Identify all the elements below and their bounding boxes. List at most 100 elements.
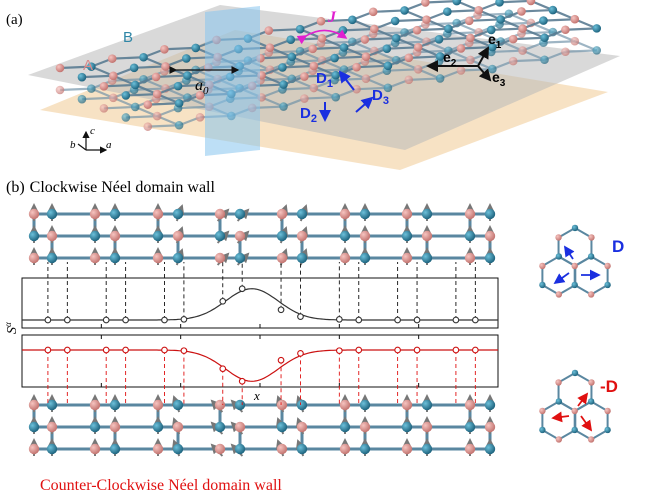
- atom-b: [276, 421, 288, 433]
- atom-a: [352, 62, 361, 72]
- atom-b: [173, 81, 183, 91]
- atom-a: [172, 230, 184, 242]
- atom-b: [121, 113, 131, 122]
- data-point: [161, 346, 168, 354]
- atom-b: [443, 7, 452, 16]
- atom-b: [109, 252, 121, 264]
- atom-b: [46, 443, 58, 455]
- bond: [81, 74, 114, 79]
- d1-label: D1: [316, 70, 333, 90]
- bond: [334, 55, 367, 60]
- atom-a: [539, 407, 546, 415]
- atom-a: [517, 7, 526, 16]
- bond: [282, 64, 314, 69]
- atom-b: [191, 43, 201, 53]
- atom-b: [172, 208, 184, 220]
- bond: [460, 68, 493, 72]
- data-point: [471, 316, 479, 324]
- bond: [290, 59, 323, 63]
- bond: [425, 0, 457, 4]
- atom-b: [46, 399, 58, 411]
- atom-a: [89, 208, 101, 220]
- atom-b: [587, 253, 595, 260]
- atom-a: [89, 252, 101, 264]
- data-point: [63, 316, 71, 324]
- atom-b: [359, 443, 371, 455]
- x-axis-label: x: [253, 388, 260, 403]
- bond: [386, 68, 419, 72]
- atom-b: [234, 443, 246, 455]
- y-axis-label: Sα: [3, 322, 20, 334]
- atom-b: [401, 421, 413, 433]
- atom-a: [561, 25, 570, 35]
- atom-b: [286, 35, 296, 45]
- atom-b: [183, 71, 192, 80]
- data-point: [297, 313, 304, 320]
- atom-a: [264, 26, 274, 35]
- atom-a: [296, 230, 308, 242]
- atom-a: [401, 252, 413, 264]
- atom-a: [474, 5, 483, 15]
- atom-b: [604, 426, 611, 434]
- bond: [469, 40, 501, 44]
- atom-b: [46, 252, 58, 264]
- bond: [408, 55, 441, 59]
- atom-b: [540, 55, 549, 65]
- atom-b: [421, 399, 433, 411]
- curve-counter-clockwise: [22, 349, 498, 382]
- atom-a: [152, 252, 164, 264]
- atom-b: [452, 0, 462, 6]
- data-point: [63, 346, 71, 354]
- bond: [320, 18, 353, 23]
- atom-a: [46, 421, 58, 433]
- atom-b: [296, 252, 308, 264]
- atom-a: [466, 33, 475, 43]
- plot-ticks: [21, 324, 499, 387]
- atom-b: [295, 24, 305, 34]
- atom-b: [130, 102, 140, 112]
- axis-a-label: a: [106, 139, 112, 151]
- bond: [268, 28, 301, 32]
- atom-b: [604, 281, 611, 289]
- bond: [543, 18, 575, 22]
- atom-b: [28, 421, 40, 433]
- bond: [395, 18, 427, 23]
- atom-b: [139, 52, 148, 62]
- atom-a: [316, 16, 326, 26]
- data-point: [44, 346, 52, 354]
- bond: [439, 36, 471, 41]
- dmi-inset-positive: [539, 224, 611, 298]
- atom-a: [160, 44, 169, 54]
- atom-a: [570, 36, 580, 46]
- data-point: [219, 297, 227, 305]
- bond: [112, 56, 144, 60]
- atom-b: [234, 208, 246, 220]
- atom-a: [604, 262, 611, 270]
- atom-a: [456, 44, 466, 53]
- atom-a: [109, 230, 121, 242]
- atom-a: [526, 0, 536, 6]
- bond: [59, 87, 92, 92]
- atom-b: [421, 252, 433, 264]
- atom-a: [55, 63, 65, 73]
- data-point: [102, 316, 110, 324]
- atom-a: [195, 112, 205, 122]
- atom-a: [604, 407, 611, 415]
- atom-b: [109, 443, 121, 455]
- atom-b: [434, 35, 444, 44]
- atom-a: [143, 122, 153, 131]
- atom-a: [555, 291, 563, 298]
- atom-a: [465, 16, 474, 26]
- atom-a: [466, 55, 475, 65]
- atom-a: [108, 93, 118, 103]
- atom-b: [496, 15, 505, 24]
- site-b-label: B: [123, 29, 133, 46]
- atom-a: [309, 61, 319, 71]
- data-point: [161, 316, 168, 324]
- bond: [320, 40, 353, 45]
- bond: [312, 68, 345, 72]
- bond: [342, 27, 375, 32]
- atom-a: [265, 43, 275, 52]
- atom-b: [359, 252, 371, 264]
